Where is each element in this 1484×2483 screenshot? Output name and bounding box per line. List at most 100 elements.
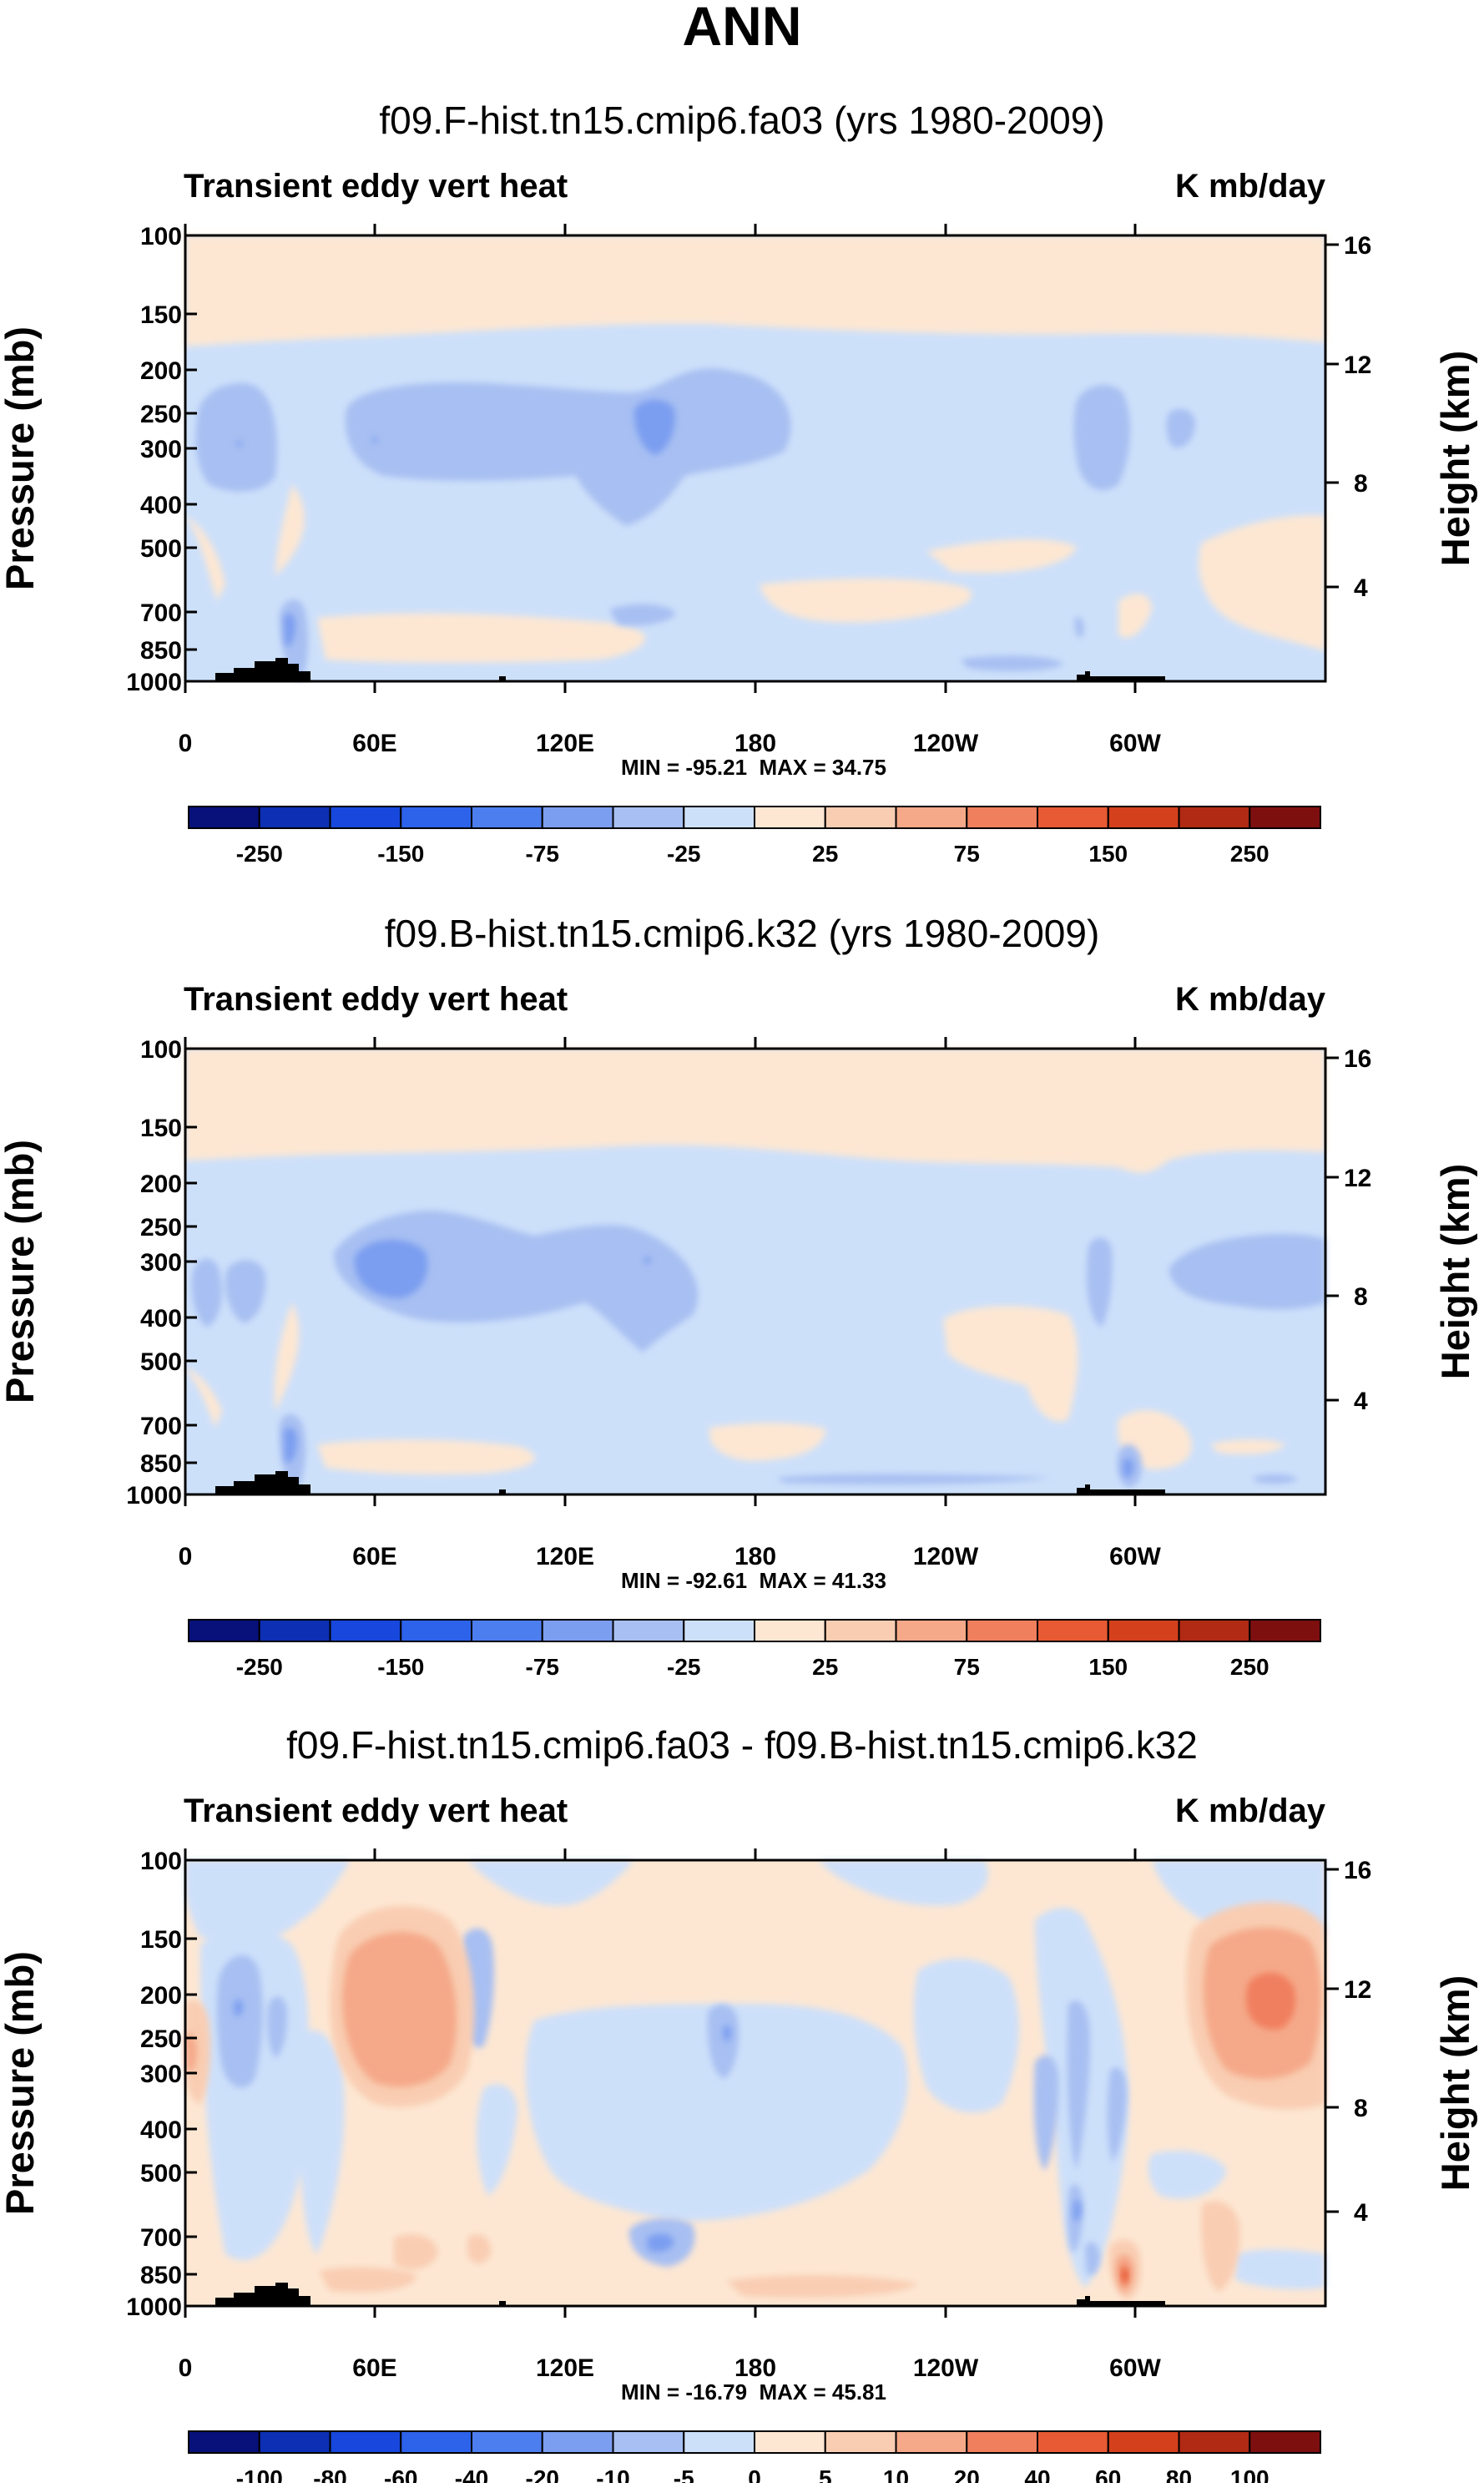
colorbar-box xyxy=(754,1619,826,1642)
panel-3-title: f09.F-hist.tn15.cmip6.fa03 - f09.B-hist.… xyxy=(286,1723,1198,1767)
panel-3-pressure-tick: 1000 xyxy=(126,2293,182,2321)
colorbar-box xyxy=(471,806,543,829)
panel-1-pressure-tick: 400 xyxy=(140,492,182,519)
panel-3-pressure-tick: 400 xyxy=(140,2116,182,2144)
colorbar-box xyxy=(966,1619,1038,1642)
panel-1-pressure-tick: 200 xyxy=(140,357,182,385)
panel-3: f09.F-hist.tn15.cmip6.fa03 - f09.B-hist.… xyxy=(0,1723,1477,2483)
panel-3-colorbar: -100 -80 -60 -40 -20 -10 -5 0 5 10 20 40 60 80 100 xyxy=(188,2430,1321,2483)
panel-2-longitude-tick: 0 xyxy=(179,1543,193,1570)
colorbar-label: -60 xyxy=(384,2465,417,2483)
colorbar-label: -80 xyxy=(313,2465,346,2483)
colorbar-box xyxy=(1037,1619,1109,1642)
panel-1-y-axis-label: Pressure (mb) xyxy=(0,326,42,590)
colorbar-box xyxy=(612,806,685,829)
colorbar-box xyxy=(471,1619,543,1642)
panel-1-positive-region xyxy=(185,235,1325,663)
colorbar-label: -100 xyxy=(236,2465,283,2483)
panel-3-pressure-tick: 500 xyxy=(140,2160,182,2187)
panel-1-pressure-tick: 300 xyxy=(140,436,182,463)
colorbar-box xyxy=(400,2430,472,2454)
panel-3-height-tick: 12 xyxy=(1344,1976,1371,2004)
colorbar-box xyxy=(188,806,260,829)
panel-2-y-axis-label-right: Height (km) xyxy=(1433,1164,1477,1380)
panel-2-pressure-tick: 250 xyxy=(140,1214,182,1242)
page-title: ANN xyxy=(683,0,802,57)
panel-1: f09.F-hist.tn15.cmip6.fa03 (yrs 1980-200… xyxy=(0,99,1477,867)
colorbar-label: 40 xyxy=(1024,2465,1050,2483)
colorbar-label: 75 xyxy=(954,1654,980,1680)
colorbar-label: -10 xyxy=(596,2465,629,2483)
panel-2-colorbar: -250 -150 -75 -25 25 75 150 250 xyxy=(188,1619,1321,1680)
colorbar-box xyxy=(258,1619,331,1642)
panel-2-right-string: K mb/day xyxy=(1175,981,1326,1018)
colorbar-box xyxy=(824,2430,897,2454)
panel-1-pressure-tick: 100 xyxy=(140,223,182,250)
panel-2-plot-area xyxy=(184,1047,1327,1496)
panel-3-longitude-tick: 0 xyxy=(179,2354,193,2382)
panel-2-height-tick: 12 xyxy=(1344,1165,1371,1192)
panel-1-height-tick: 16 xyxy=(1344,232,1371,260)
panel-3-pressure-tick: 150 xyxy=(140,1926,182,1954)
panel-3-y-axis-label-right: Height (km) xyxy=(1433,1975,1477,2192)
colorbar-label: 150 xyxy=(1088,1654,1128,1680)
colorbar-box xyxy=(541,2430,614,2454)
colorbar-box xyxy=(1249,806,1321,829)
panel-2-pressure-tick: 300 xyxy=(140,1249,182,1277)
panel-1-longitude-tick: 120E xyxy=(536,730,594,757)
colorbar-box xyxy=(1037,806,1109,829)
panel-1-longitude-tick: 0 xyxy=(179,730,193,757)
colorbar-box xyxy=(471,2430,543,2454)
colorbar-label: 75 xyxy=(954,841,980,867)
panel-2-negative-level-2 xyxy=(284,1239,1133,1479)
panel-3-negative-level-3 xyxy=(234,1999,1082,2253)
panel-1-pressure-tick: 1000 xyxy=(126,669,182,696)
panel-1-title: f09.F-hist.tn15.cmip6.fa03 (yrs 1980-200… xyxy=(379,99,1104,142)
panel-3-y-axis-label: Pressure (mb) xyxy=(0,1951,42,2215)
colorbar-box xyxy=(329,806,402,829)
panel-2-longitude-tick: 180 xyxy=(734,1543,776,1570)
panel-3-min-max: MIN = -16.79 MAX = 45.81 xyxy=(621,2379,886,2405)
colorbar-label: 100 xyxy=(1230,2465,1269,2483)
colorbar-box xyxy=(612,2430,685,2454)
panel-3-longitude-tick: 120W xyxy=(913,2354,979,2382)
colorbar-label: 10 xyxy=(883,2465,909,2483)
colorbar-label: 5 xyxy=(819,2465,832,2483)
panel-2-longitude-ticks: 0 60E 120E 180 120W 60W xyxy=(179,1543,1162,1570)
panel-3-height-ticks: 16 12 8 4 xyxy=(1344,1857,1371,2227)
colorbar-box xyxy=(824,1619,897,1642)
colorbar-box xyxy=(188,2430,260,2454)
panel-1-plot-area xyxy=(184,234,1327,683)
panel-2-height-tick: 16 xyxy=(1344,1045,1371,1073)
colorbar-box xyxy=(1107,806,1180,829)
panel-2-height-tick: 8 xyxy=(1354,1283,1368,1311)
colorbar-box xyxy=(1178,1619,1251,1642)
colorbar-label: -5 xyxy=(674,2465,694,2483)
panel-2-pressure-tick: 850 xyxy=(140,1450,182,1478)
panel-2-x-axis xyxy=(184,1037,1137,1506)
panel-1-y-axis-left xyxy=(185,234,197,683)
colorbar-label: -150 xyxy=(377,1654,424,1680)
panel-1-y-axis-right xyxy=(1325,243,1339,589)
panel-2-y-axis-right xyxy=(1325,1056,1339,1402)
panel-1-pressure-tick: 250 xyxy=(140,401,182,428)
panel-1-height-tick: 4 xyxy=(1354,574,1368,602)
panel-1-x-axis xyxy=(184,224,1137,693)
colorbar-label: 80 xyxy=(1166,2465,1192,2483)
panel-3-longitude-tick: 60E xyxy=(352,2354,396,2382)
panel-1-negative-level-1 xyxy=(195,368,1195,680)
panel-1-longitude-tick: 120W xyxy=(913,730,979,757)
colorbar-box xyxy=(1107,1619,1180,1642)
panel-1-left-string: Transient eddy vert heat xyxy=(184,168,568,205)
panel-3-longitude-tick: 120E xyxy=(536,2354,594,2382)
colorbar-box xyxy=(541,806,614,829)
panel-2-longitude-tick: 120E xyxy=(536,1543,594,1570)
colorbar-label: -250 xyxy=(236,841,283,867)
panel-2-longitude-tick: 60W xyxy=(1109,1543,1161,1570)
panel-3-longitude-tick: 60W xyxy=(1109,2354,1161,2382)
colorbar-label: -75 xyxy=(526,841,559,867)
colorbar-box xyxy=(895,806,968,829)
panel-3-height-tick: 16 xyxy=(1344,1857,1371,1884)
panel-1-colorbar: -250 -150 -75 -25 25 75 150 250 xyxy=(188,806,1321,867)
panel-2-pressure-tick: 150 xyxy=(140,1115,182,1142)
